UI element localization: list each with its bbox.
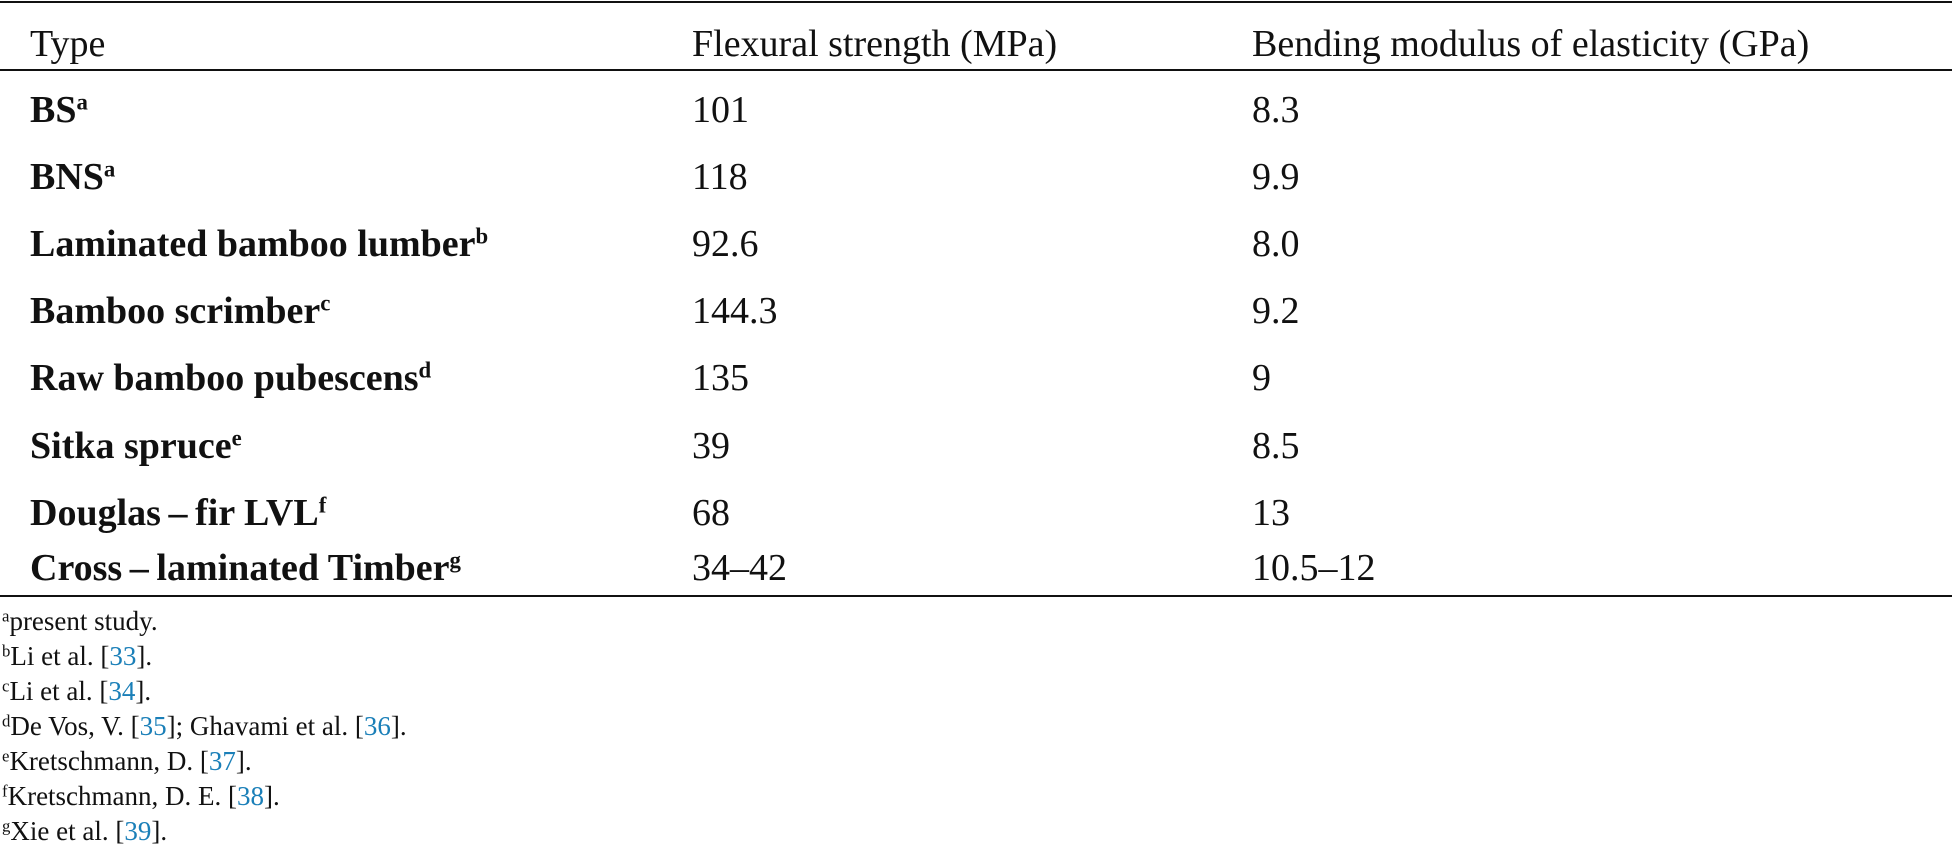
reference-link[interactable]: 34 xyxy=(108,676,136,706)
row-type: Raw bamboo pubescensd xyxy=(30,355,431,401)
type-name: Bamboo scrimber xyxy=(30,290,321,332)
footnote-mark: b xyxy=(475,223,489,249)
row-type: Douglas – fir LVLf xyxy=(30,490,326,536)
footnote-mark: f xyxy=(318,492,327,518)
reference-link[interactable]: 37 xyxy=(208,746,236,776)
footnote-mark: c xyxy=(2,676,10,696)
footnote-text: Kretschmann, D. E. [ xyxy=(7,781,238,811)
value-cell: 8.3 xyxy=(1252,89,1300,131)
value-cell: 9.2 xyxy=(1252,290,1300,332)
value-cell: 118 xyxy=(692,156,748,198)
footnote-mark: b xyxy=(2,641,11,661)
row-type: BNSa xyxy=(30,154,115,200)
footnote-text: ]. xyxy=(390,711,407,741)
footnote-text: ]; Ghavami et al. [ xyxy=(166,711,364,741)
value-cell: 135 xyxy=(692,357,749,399)
top-rule xyxy=(0,1,1952,3)
footnote-mark: e xyxy=(231,425,242,451)
row-type: BSa xyxy=(30,87,88,133)
value-cell: 9 xyxy=(1252,357,1271,399)
value-cell: 92.6 xyxy=(692,223,759,265)
reference-link[interactable]: 36 xyxy=(363,711,391,741)
type-name: Laminated bamboo lumber xyxy=(30,223,476,265)
footnote-mark: f xyxy=(2,781,8,801)
footnote-mark: g xyxy=(449,547,461,573)
reference-link[interactable]: 38 xyxy=(237,781,265,811)
type-name: Raw bamboo pubescens xyxy=(30,357,419,399)
footnote-text: ]. xyxy=(151,816,168,846)
footnote-text: ]. xyxy=(235,746,252,776)
reference-link[interactable]: 35 xyxy=(139,711,167,741)
footnote-mark: a xyxy=(2,606,10,626)
value-cell: 101 xyxy=(692,89,749,131)
type-name: BNS xyxy=(30,156,104,198)
footnote-text: Kretschmann, D. [ xyxy=(9,746,209,776)
footnote: dDe Vos, V. [35]; Ghavami et al. [36]. xyxy=(2,709,407,744)
type-name: BS xyxy=(30,89,77,131)
footnote: fKretschmann, D. E. [38]. xyxy=(2,779,280,814)
footnote-mark: d xyxy=(2,711,11,731)
row-type: Bamboo scrimberc xyxy=(30,288,330,334)
bottom-rule xyxy=(0,595,1952,597)
value-cell: 13 xyxy=(1252,492,1290,534)
value-cell: 144.3 xyxy=(692,290,778,332)
footnote: cLi et al. [34]. xyxy=(2,674,151,709)
value-cell: 8.0 xyxy=(1252,223,1300,265)
footnote-mark: g xyxy=(2,816,11,836)
footnote-text: Li et al. [ xyxy=(10,641,110,671)
reference-link[interactable]: 39 xyxy=(124,816,152,846)
value-cell: 39 xyxy=(692,425,730,467)
footnote-text: present study. xyxy=(9,606,158,636)
header-cell: Flexural strength (MPa) xyxy=(692,23,1058,65)
footnote-mark: a xyxy=(103,156,116,182)
footnote-text: ]. xyxy=(264,781,280,811)
footnote-mark: c xyxy=(320,290,331,316)
footnote-text: De Vos, V. [ xyxy=(10,711,140,741)
row-type: Laminated bamboo lumberb xyxy=(30,221,488,267)
row-type: Cross – laminated Timberg xyxy=(30,545,461,591)
footnote-text: ]. xyxy=(135,676,152,706)
value-cell: 34–42 xyxy=(692,547,787,589)
type-name: Cross – laminated Timber xyxy=(30,547,450,589)
row-type: Sitka sprucee xyxy=(30,423,242,469)
footnote-mark: d xyxy=(418,357,432,383)
header-cell: Bending modulus of elasticity (GPa) xyxy=(1252,23,1810,65)
value-cell: 8.5 xyxy=(1252,425,1300,467)
header-rule xyxy=(0,69,1952,71)
type-name: Douglas – fir LVL xyxy=(30,492,319,534)
footnote-mark: a xyxy=(76,89,88,115)
footnote: apresent study. xyxy=(2,604,158,639)
footnote: gXie et al. [39]. xyxy=(2,814,167,849)
value-cell: 10.5–12 xyxy=(1252,547,1376,589)
footnote-text: ]. xyxy=(136,641,153,671)
footnote-text: Xie et al. [ xyxy=(10,816,125,846)
footnote: bLi et al. [33]. xyxy=(2,639,152,674)
type-name: Sitka spruce xyxy=(30,425,232,467)
value-cell: 68 xyxy=(692,492,730,534)
footnote-text: Li et al. [ xyxy=(9,676,109,706)
footnote: eKretschmann, D. [37]. xyxy=(2,744,252,779)
value-cell: 9.9 xyxy=(1252,156,1300,198)
reference-link[interactable]: 33 xyxy=(109,641,137,671)
header-cell: Type xyxy=(30,23,106,65)
footnote-mark: e xyxy=(2,746,10,766)
